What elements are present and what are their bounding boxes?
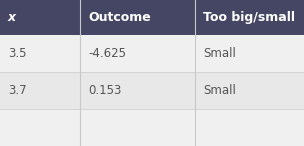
Text: x: x [8, 11, 16, 24]
Bar [195, 72, 304, 109]
Text: 3.5: 3.5 [8, 47, 26, 60]
Bar [195, 109, 304, 146]
Text: Small: Small [203, 47, 236, 60]
Bar [80, 0, 195, 35]
Bar [0, 109, 80, 146]
Bar [0, 35, 80, 72]
Text: Outcome: Outcome [88, 11, 151, 24]
Text: Too big/small: Too big/small [203, 11, 295, 24]
Bar [0, 0, 80, 35]
Text: Small: Small [203, 84, 236, 97]
Bar [195, 0, 304, 35]
Text: 0.153: 0.153 [88, 84, 121, 97]
Bar [80, 35, 195, 72]
Bar [0, 72, 80, 109]
Bar [195, 35, 304, 72]
Text: 3.7: 3.7 [8, 84, 27, 97]
Text: -4.625: -4.625 [88, 47, 126, 60]
Bar [80, 72, 195, 109]
Bar [80, 109, 195, 146]
